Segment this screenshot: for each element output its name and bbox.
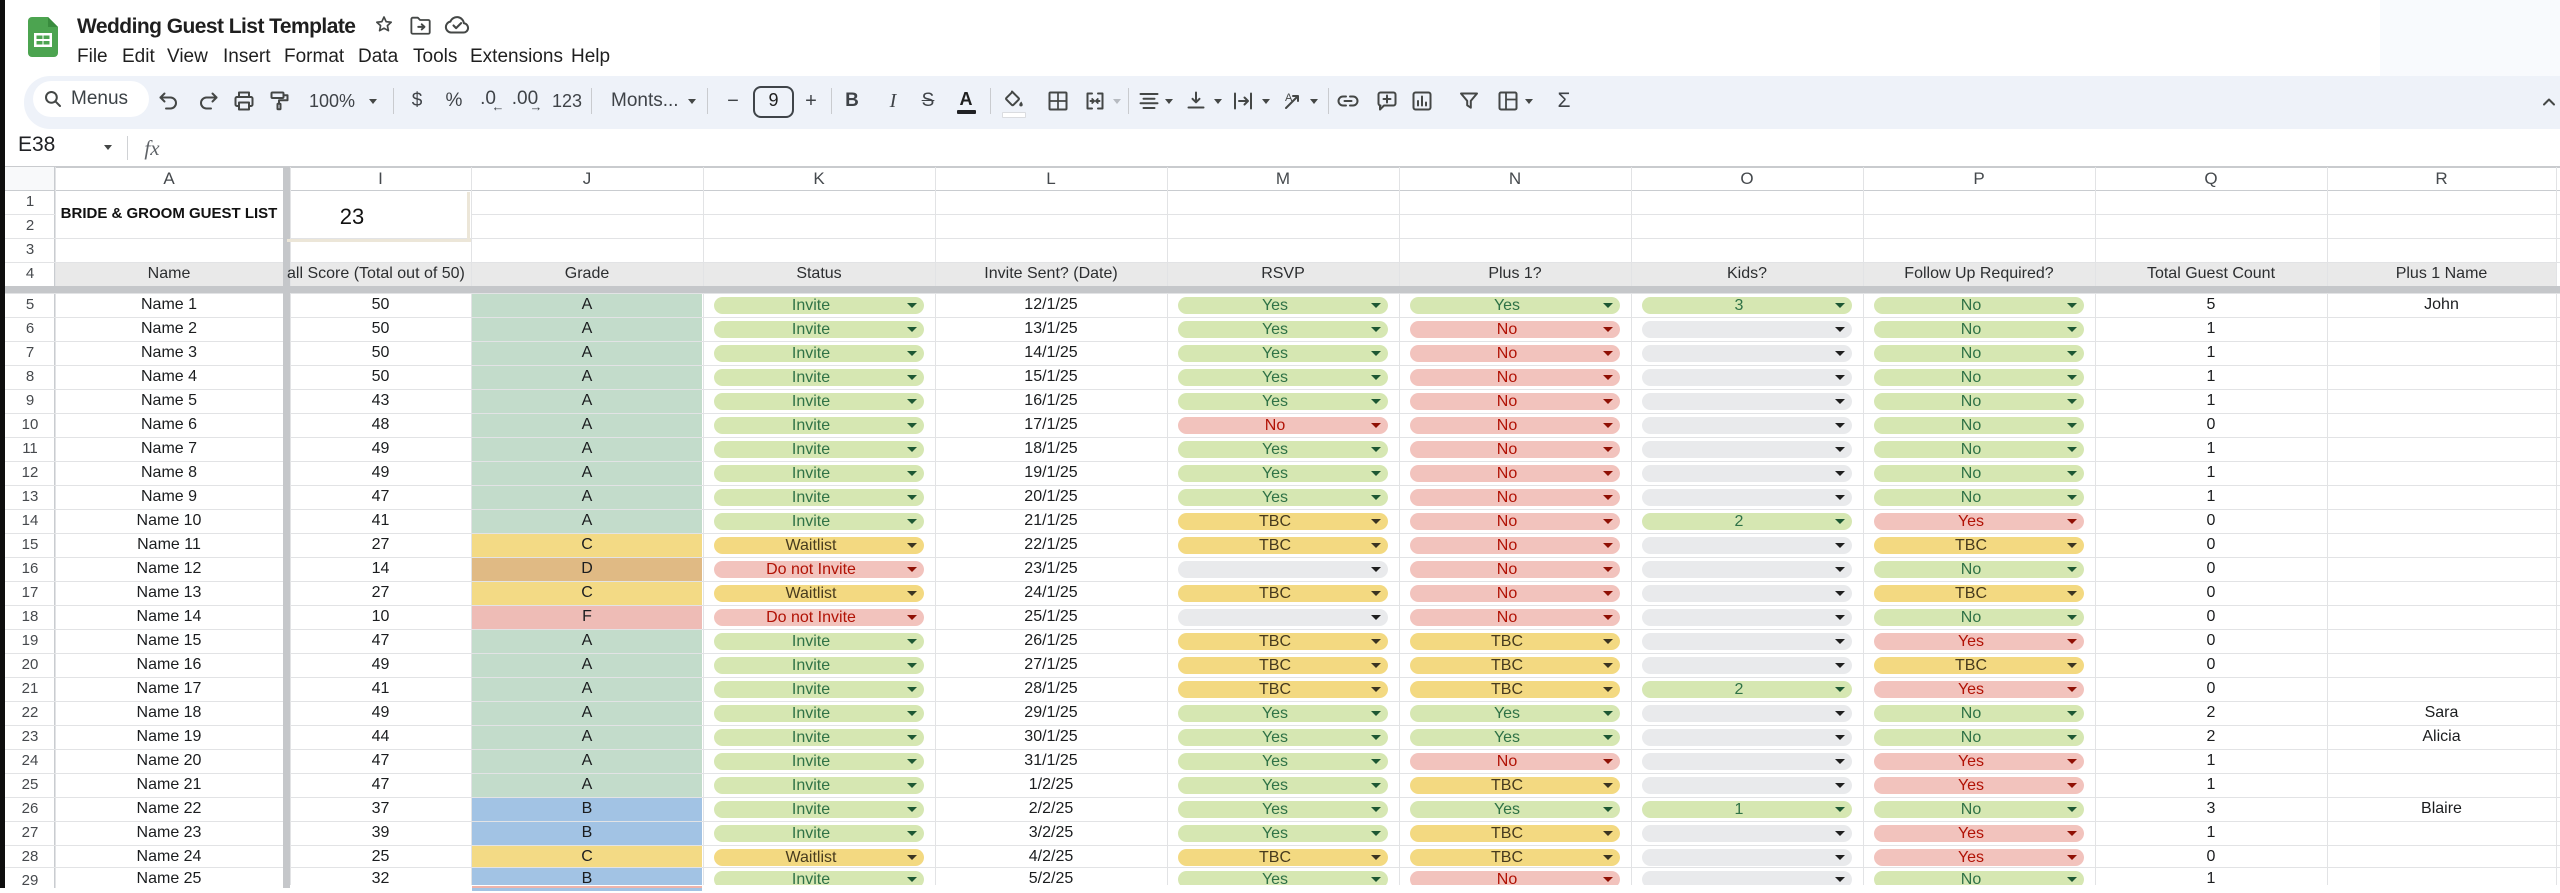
svg-text:A: A [1285,92,1293,104]
